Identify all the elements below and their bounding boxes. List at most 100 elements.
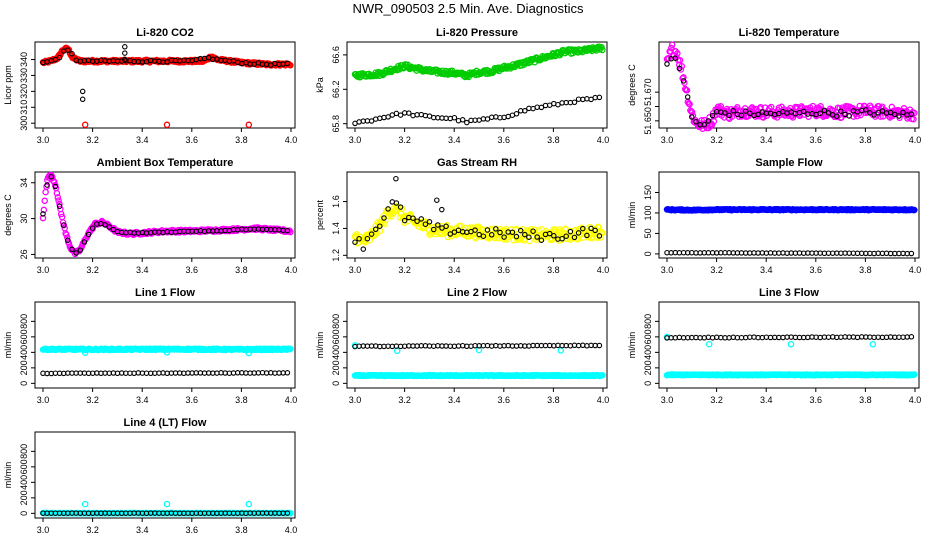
- x-tick-label: 3.0: [661, 265, 674, 275]
- chart-title: Line 2 Flow: [447, 287, 507, 299]
- data-point: [800, 108, 807, 115]
- plot-frame: [346, 41, 608, 129]
- x-tick-label: 3.2: [86, 525, 99, 535]
- outlier-point: [163, 500, 171, 508]
- series-avg: [664, 334, 915, 341]
- data-point: [730, 108, 737, 114]
- outlier-point: [122, 44, 128, 50]
- x-tick-label: 3.8: [859, 395, 872, 405]
- data-point: [908, 334, 915, 340]
- outlier-point: [81, 500, 89, 508]
- outlier-point: [81, 349, 89, 356]
- y-axis-label: kPa: [315, 77, 325, 93]
- series-raw: [663, 333, 918, 379]
- outlier-point: [705, 340, 713, 348]
- y-tick-label: 1.2: [331, 249, 341, 262]
- data-point: [575, 230, 582, 236]
- outlier-point: [79, 88, 86, 95]
- data-point: [534, 234, 540, 240]
- y-tick-label: 200: [331, 360, 341, 375]
- data-point: [385, 206, 391, 212]
- data-point: [517, 227, 524, 234]
- y-tick-label: 200: [643, 360, 653, 375]
- data-point: [377, 223, 383, 229]
- data-point: [817, 103, 824, 110]
- outlier-point: [475, 346, 483, 354]
- data-point: [676, 57, 684, 64]
- data-point: [672, 55, 679, 61]
- chart-title: Line 4 (LT) Flow: [124, 417, 207, 429]
- x-tick-label: 4.0: [597, 395, 610, 405]
- data-point: [52, 183, 59, 190]
- x-tick-label: 3.2: [710, 265, 723, 275]
- y-tick-label: 400: [643, 345, 653, 360]
- x-tick-label: 3.8: [235, 265, 248, 275]
- y-tick-label: 150: [643, 185, 653, 200]
- data-point: [664, 61, 670, 67]
- data-point: [40, 211, 46, 217]
- x-tick-label: 3.6: [810, 135, 823, 145]
- series-avg: [664, 249, 915, 257]
- data-point: [687, 107, 694, 114]
- data-point: [805, 113, 812, 120]
- data-point: [60, 222, 67, 228]
- y-tick-label: 0: [331, 381, 341, 386]
- x-tick-label: 3.2: [710, 135, 723, 145]
- x-tick-label: 3.4: [760, 265, 773, 275]
- data-point: [57, 205, 64, 213]
- data-point: [911, 206, 918, 214]
- x-tick-label: 3.0: [37, 135, 50, 145]
- data-point: [56, 54, 63, 61]
- data-point: [722, 110, 728, 116]
- data-point: [900, 109, 906, 116]
- data-point: [480, 233, 487, 239]
- series-raw: [39, 171, 294, 258]
- page-title: NWR_090503 2.5 Min. Ave. Diagnostics: [352, 1, 584, 16]
- x-tick-label: 3.8: [859, 265, 872, 275]
- data-point: [693, 119, 699, 125]
- data-point: [526, 237, 533, 245]
- y-axis-label: ml/min: [315, 332, 325, 359]
- data-point: [867, 110, 873, 116]
- data-point: [680, 78, 687, 84]
- data-point: [426, 219, 433, 225]
- data-point: [53, 189, 61, 197]
- outlier-point: [439, 206, 445, 213]
- outlier-point: [163, 349, 171, 356]
- outlier-point: [393, 347, 401, 355]
- plot-frame: [658, 301, 920, 389]
- chart-title: Li-820 CO2: [136, 27, 193, 39]
- data-point: [484, 227, 491, 233]
- data-point: [393, 200, 400, 206]
- data-point: [760, 114, 767, 121]
- y-tick-label: 0: [19, 381, 29, 386]
- data-point: [372, 226, 379, 233]
- y-tick-label: 66.2: [331, 81, 341, 99]
- data-point: [599, 372, 606, 379]
- x-tick-label: 4.0: [597, 135, 610, 145]
- series-avg: [40, 510, 291, 517]
- x-tick-label: 3.6: [810, 395, 823, 405]
- data-point: [501, 234, 507, 240]
- data-point: [551, 233, 557, 239]
- x-tick-label: 3.8: [547, 265, 560, 275]
- data-point: [64, 234, 71, 241]
- x-tick-label: 3.2: [86, 395, 99, 405]
- data-point: [40, 206, 48, 214]
- data-point: [596, 233, 603, 239]
- y-axis-label: percent: [315, 199, 325, 230]
- data-point: [284, 60, 291, 67]
- data-point: [846, 113, 852, 119]
- series-raw: [39, 44, 294, 129]
- data-point: [44, 182, 50, 188]
- data-point: [102, 222, 108, 228]
- data-point: [284, 510, 291, 516]
- data-point: [742, 108, 749, 114]
- data-point: [825, 110, 832, 116]
- data-point: [430, 226, 437, 233]
- y-tick-label: 340: [19, 52, 29, 67]
- x-tick-label: 3.0: [661, 135, 674, 145]
- y-tick-label: 200: [19, 490, 29, 505]
- plot-frame: [346, 301, 608, 389]
- x-tick-label: 3.4: [448, 395, 461, 405]
